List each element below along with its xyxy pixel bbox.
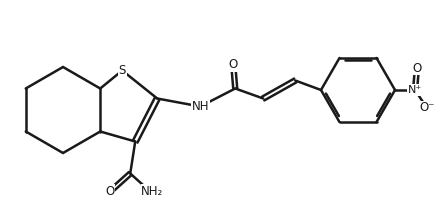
Text: O: O [413,61,421,75]
Text: NH₂: NH₂ [141,185,163,198]
Text: S: S [119,64,126,77]
Text: O: O [229,58,238,71]
Text: O: O [106,185,115,198]
Text: O⁻: O⁻ [419,101,435,115]
Text: NH: NH [191,100,209,113]
Text: N⁺: N⁺ [408,85,422,95]
